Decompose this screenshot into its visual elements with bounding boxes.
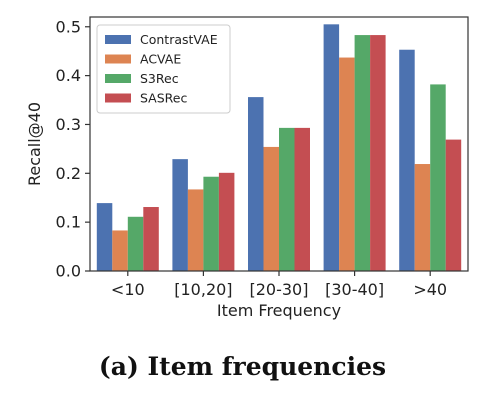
- bar-acvae-4: [414, 164, 431, 271]
- bar-chart: 0.0 0.1 0.2 0.3 0.4 0.5 <10 [10,20] [20-30] [30-…: [25, 16, 469, 320]
- y-tick-label: 0.4: [56, 66, 81, 85]
- legend-label: S3Rec: [140, 71, 179, 86]
- y-tick-label: 0.2: [56, 164, 81, 183]
- legend-label: SASRec: [140, 91, 187, 106]
- y-axis-label: Recall@40: [25, 102, 44, 186]
- legend-label: ContrastVAE: [140, 32, 218, 47]
- bar-s3rec-3: [354, 35, 371, 272]
- x-tick-label: >40: [413, 280, 447, 299]
- bar-sasrec-2: [294, 127, 310, 271]
- bar-sasrec-0: [143, 207, 159, 271]
- x-tick-label: <10: [111, 280, 145, 299]
- bar-acvae-1: [187, 189, 204, 271]
- legend-swatch: [105, 35, 131, 44]
- y-ticks: 0.0 0.1 0.2 0.3 0.4 0.5: [56, 17, 90, 281]
- bar-acvae-0: [112, 230, 128, 271]
- x-axis-label: Item Frequency: [217, 301, 341, 320]
- x-ticks: <10 [10,20] [20-30] [30-40] >40: [111, 271, 447, 299]
- bar-s3rec-2: [279, 127, 295, 271]
- figure-caption: (a) Item frequencies: [98, 352, 387, 381]
- bar-contrastvae-3: [323, 24, 340, 272]
- bar-contrastvae-4: [399, 49, 415, 271]
- bar-sasrec-3: [370, 35, 386, 272]
- bar-s3rec-1: [203, 176, 219, 271]
- bars-group: [96, 24, 462, 272]
- y-tick-label: 0.3: [56, 115, 81, 134]
- bar-s3rec-4: [430, 84, 446, 272]
- legend-box: [96, 24, 231, 114]
- legend: ContrastVAE ACVAE S3Rec SASRec: [96, 24, 231, 114]
- bar-sasrec-1: [218, 172, 235, 271]
- x-tick-label: [30-40]: [325, 280, 384, 299]
- bar-sasrec-4: [445, 139, 462, 271]
- bar-s3rec-0: [127, 216, 144, 271]
- legend-label: ACVAE: [140, 52, 181, 67]
- x-tick-label: [20-30]: [250, 280, 309, 299]
- x-tick-label: [10,20]: [174, 280, 232, 299]
- y-tick-label: 0.5: [56, 17, 81, 36]
- bar-contrastvae-1: [172, 159, 188, 271]
- bar-contrastvae-2: [248, 97, 264, 271]
- y-tick-label: 0.1: [56, 213, 81, 232]
- bar-contrastvae-0: [96, 203, 113, 271]
- bar-acvae-2: [263, 146, 279, 271]
- y-tick-label: 0.0: [56, 262, 81, 281]
- bar-acvae-3: [339, 57, 355, 271]
- legend-swatch: [105, 54, 131, 64]
- legend-swatch: [105, 74, 131, 83]
- legend-swatch: [105, 93, 131, 103]
